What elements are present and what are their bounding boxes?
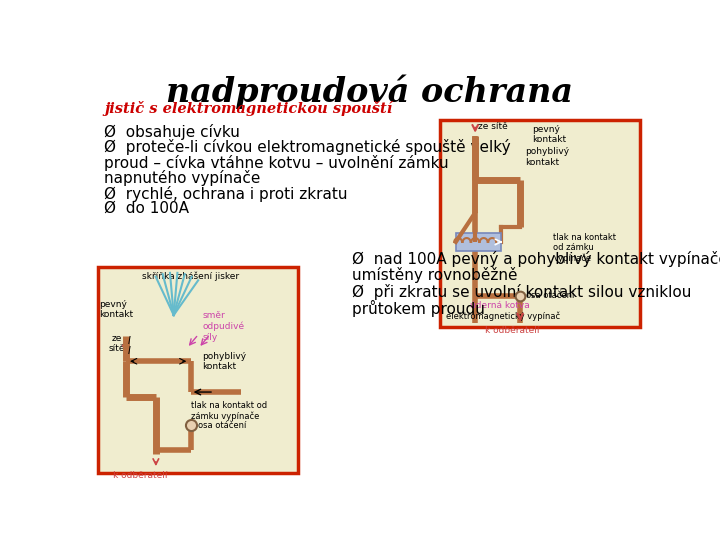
Text: Ø  rychlé, ochrana i proti zkratu: Ø rychlé, ochrana i proti zkratu (104, 186, 348, 201)
Text: průtokem proudu: průtokem proudu (352, 300, 485, 316)
Bar (98, 267, 297, 473)
Text: proud – cívka vtáhne kotvu – uvolnění zámku: proud – cívka vtáhne kotvu – uvolnění zá… (104, 155, 449, 171)
Text: Ø  proteče-li cívkou elektromagnetické spouště velký: Ø proteče-li cívkou elektromagnetické sp… (104, 139, 510, 156)
Text: pohyblivý
kontakt: pohyblivý kontakt (526, 147, 570, 167)
Text: pevný
kontakt: pevný kontakt (99, 300, 133, 319)
Text: pevný
kontakt: pevný kontakt (532, 125, 566, 144)
Text: pohyblivý
kontakt: pohyblivý kontakt (202, 352, 246, 371)
Text: jistič s elektromagnetickou spouští: jistič s elektromagnetickou spouští (104, 101, 392, 116)
Text: tlak na kontakt
od zámku
vypínače: tlak na kontakt od zámku vypínače (554, 233, 616, 263)
Text: ze sítě: ze sítě (478, 122, 508, 131)
Text: I: I (128, 346, 131, 356)
Text: Ø  obsahuje cívku: Ø obsahuje cívku (104, 124, 240, 140)
Text: nadproudová ochrana: nadproudová ochrana (166, 74, 572, 109)
Text: umístěny rovnoběžně: umístěny rovnoběžně (352, 267, 518, 282)
Text: elektromagnetický vypínač: elektromagnetický vypínač (446, 312, 561, 321)
Bar (456, 233, 500, 251)
Text: Ø  nad 100A pevný a pohyblivý kontakt vypínače: Ø nad 100A pevný a pohyblivý kontakt vyp… (352, 251, 720, 267)
Text: osa otáčení: osa otáčení (199, 421, 247, 430)
Text: osa otáčení: osa otáčení (526, 291, 574, 300)
Text: napnutého vypínače: napnutého vypínače (104, 170, 261, 186)
Text: ze
sítě: ze sítě (108, 334, 125, 353)
Text: I: I (128, 335, 131, 346)
Text: Ø  při zkratu se uvolní kontakt silou vzniklou: Ø při zkratu se uvolní kontakt silou vzn… (352, 284, 691, 300)
Text: směr
odpudivé
síly: směr odpudivé síly (202, 312, 245, 342)
Text: k odběratelí: k odběratelí (113, 470, 168, 480)
Text: Ø  do 100A: Ø do 100A (104, 201, 189, 216)
Text: skříňka zhášení jisker: skříňka zhášení jisker (142, 271, 239, 281)
Text: úderná kotva: úderná kotva (469, 301, 529, 310)
Text: tlak na kontakt od
zámku vypínače: tlak na kontakt od zámku vypínače (191, 401, 267, 421)
Text: k odběratelí: k odběratelí (485, 326, 540, 335)
Bar (441, 120, 640, 327)
